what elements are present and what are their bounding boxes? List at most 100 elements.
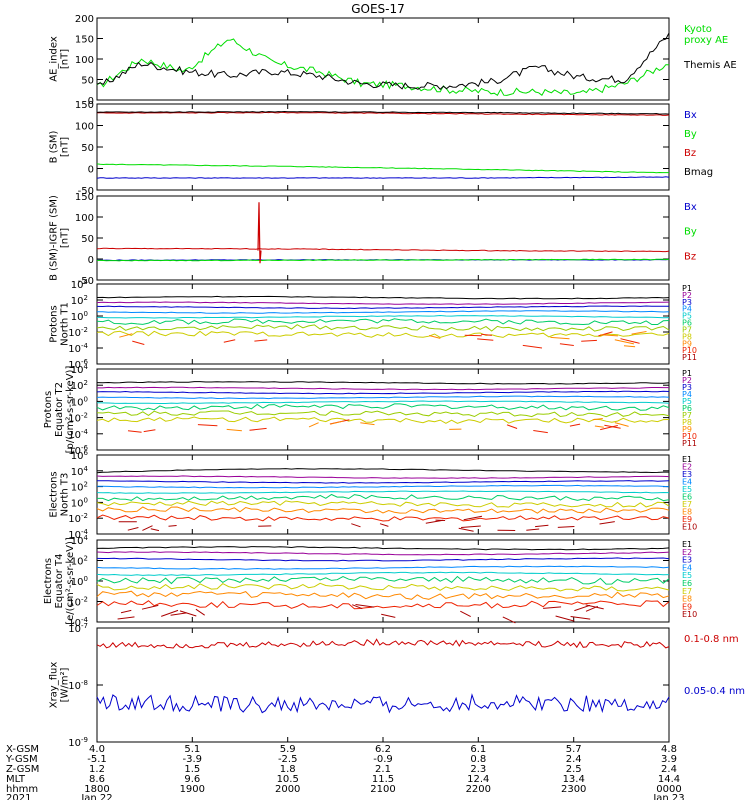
y-axis-label-line: Electrons	[43, 558, 54, 604]
y-axis-label: Xray_flux[W/m²]	[49, 662, 71, 709]
flux-segment	[535, 525, 548, 526]
flux-segment	[600, 522, 615, 524]
footer-cell: Jan 23	[652, 793, 684, 800]
flux-line	[97, 558, 669, 561]
flux-segment	[161, 610, 178, 616]
flux-segment	[198, 425, 218, 426]
y-tick-label: 50	[81, 76, 94, 87]
flux-line	[97, 515, 669, 521]
flux-segment	[460, 611, 470, 616]
flux-segment	[330, 421, 343, 424]
footer-cell: 2200	[466, 784, 491, 795]
flux-line	[97, 396, 669, 399]
y-axis-label-line: [e/(cm²-s-sr-keV)]	[65, 537, 76, 625]
footer-cell: 2100	[370, 784, 395, 795]
y-axis-label-line: [nT]	[60, 137, 71, 157]
y-tick-label: 10-2	[68, 512, 88, 525]
flux-segment	[227, 429, 242, 430]
y-tick-label: 10-9	[68, 736, 88, 749]
flux-line	[97, 417, 669, 423]
flux-segment	[132, 341, 144, 344]
legend-label: By	[684, 227, 697, 238]
flux-line	[97, 302, 669, 304]
footer-cell: 2300	[561, 784, 586, 795]
y-axis-label-line: Equator T2	[54, 382, 65, 437]
y-tick-label: 0	[88, 165, 94, 176]
flux-line	[97, 401, 669, 404]
flux-segment	[171, 613, 187, 615]
footer-cell: 2000	[275, 784, 300, 795]
flux-line	[97, 411, 669, 417]
flux-segment	[523, 345, 542, 348]
y-axis-label: AE_index[nT]	[49, 36, 71, 82]
flux-segment	[250, 428, 267, 430]
y-axis-label-line: [W/m²]	[60, 667, 71, 702]
series-line	[97, 639, 669, 648]
flux-line	[97, 495, 669, 501]
series-line	[97, 177, 669, 179]
y-axis-label-line: Protons	[49, 305, 60, 342]
y-axis-label-line: [p/(cm²-s-sr-keV)]	[65, 366, 76, 454]
y-axis-label-line: [nT]	[60, 49, 71, 69]
flux-line	[97, 391, 669, 394]
y-tick-label: 104	[71, 278, 89, 291]
flux-segment	[459, 528, 474, 531]
flux-segment	[169, 526, 177, 527]
flux-line	[97, 547, 669, 550]
flux-line	[97, 481, 669, 484]
legend-label: Bz	[684, 148, 696, 159]
y-axis-label-line: North T1	[60, 302, 71, 346]
legend-label: P11	[682, 439, 697, 448]
flux-segment	[254, 340, 267, 341]
flux-line	[97, 382, 669, 384]
flux-segment	[558, 527, 575, 528]
flux-segment	[142, 526, 152, 531]
flux-line	[97, 325, 669, 331]
series-line	[97, 164, 669, 173]
panel-frame	[97, 455, 669, 534]
flux-line	[97, 577, 669, 585]
plot-title: GOES-17	[351, 2, 405, 16]
flux-line	[97, 572, 669, 575]
flux-line	[97, 591, 669, 599]
y-tick-label: 10-7	[68, 622, 88, 635]
y-tick-label: 10-2	[68, 326, 88, 339]
y-tick-label: 100	[75, 213, 94, 224]
y-axis-label-line: AE_index	[49, 36, 60, 82]
y-tick-label: 10-4	[68, 342, 88, 355]
series-line	[97, 695, 669, 713]
y-axis-label-line: Xray_flux	[49, 662, 60, 709]
flux-segment	[381, 614, 395, 617]
flux-segment	[581, 340, 597, 341]
y-axis-label: B (SM)-IGRF (SM)[nT]	[49, 195, 71, 281]
series-line	[97, 248, 669, 251]
y-axis-label-line: [nT]	[60, 228, 71, 248]
flux-line	[97, 387, 669, 389]
flux-segment	[574, 605, 590, 610]
flux-segment	[380, 524, 388, 527]
flux-segment	[128, 431, 142, 433]
flux-segment	[461, 526, 481, 528]
flux-line	[97, 404, 669, 410]
legend-label: proxy AE	[684, 35, 728, 46]
spike-line	[258, 202, 261, 263]
flux-segment	[570, 424, 580, 426]
flux-line	[97, 316, 669, 319]
flux-line	[97, 485, 669, 487]
y-tick-label: 100	[71, 496, 88, 509]
y-axis-label: B (SM)[nT]	[49, 130, 71, 163]
flux-segment	[560, 344, 574, 346]
flux-segment	[144, 430, 156, 432]
flux-segment	[615, 340, 634, 344]
legend-label: E10	[682, 610, 697, 619]
y-tick-label: 102	[71, 481, 88, 494]
y-axis-label-line: North T3	[60, 473, 71, 517]
